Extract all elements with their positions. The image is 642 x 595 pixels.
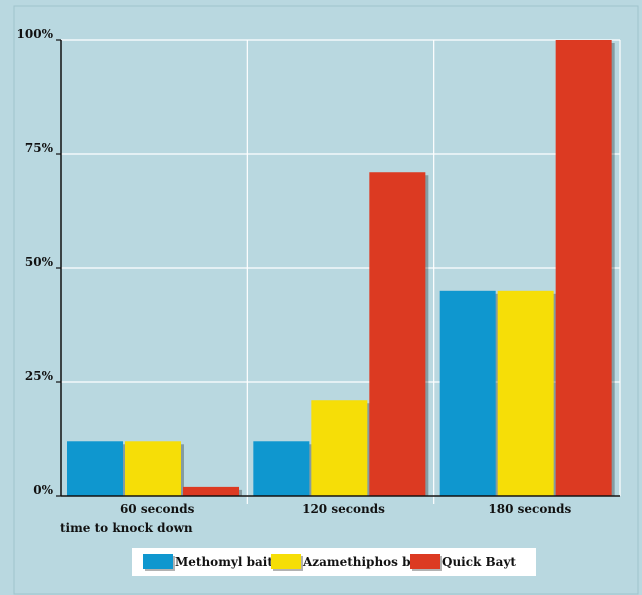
- plot-frame: [13, 5, 639, 595]
- y-ticks: 0% 25% 50% 75% 100%: [17, 27, 61, 497]
- bar-60-seconds-azamethiphos-bait: [125, 441, 181, 496]
- bar-120-seconds-methomyl-bait: [253, 441, 310, 496]
- bar-60-seconds-methomyl-bait: [67, 441, 123, 496]
- legend-label: Azamethiphos bait: [302, 555, 429, 569]
- x-category-label: 60 seconds: [120, 502, 195, 516]
- legend-swatch-azamethiphos-bait: [271, 554, 301, 569]
- legend-box: [132, 548, 536, 576]
- y-tick-label: 100%: [17, 27, 54, 41]
- bar-180-seconds-quick-bayt: [555, 40, 612, 496]
- x-axis-title: time to knock down: [60, 521, 193, 535]
- legend: Methomyl bait Azamethiphos bait Quick Bayt: [132, 548, 536, 576]
- legend-label: Methomyl bait: [175, 555, 273, 569]
- y-tick-label: 0%: [33, 483, 53, 497]
- legend-label: Quick Bayt: [442, 555, 516, 569]
- bar-60-seconds-quick-bayt: [183, 486, 239, 496]
- bar-120-seconds-azamethiphos-bait: [311, 400, 368, 496]
- x-category-label: 120 seconds: [302, 502, 385, 516]
- bar-180-seconds-azamethiphos-bait: [497, 290, 554, 496]
- bar-180-seconds-methomyl-bait: [439, 290, 496, 496]
- bars: [67, 40, 615, 497]
- bar-120-seconds-quick-bayt: [369, 172, 426, 497]
- legend-swatch-methomyl-bait: [143, 554, 173, 569]
- x-categories: 60 seconds 120 seconds 180 seconds: [120, 502, 572, 516]
- y-tick-label: 75%: [25, 141, 54, 155]
- x-category-label: 180 seconds: [488, 502, 571, 516]
- y-tick-label: 50%: [25, 255, 54, 269]
- legend-swatch-quick-bayt: [410, 554, 440, 569]
- y-tick-label: 25%: [25, 369, 54, 383]
